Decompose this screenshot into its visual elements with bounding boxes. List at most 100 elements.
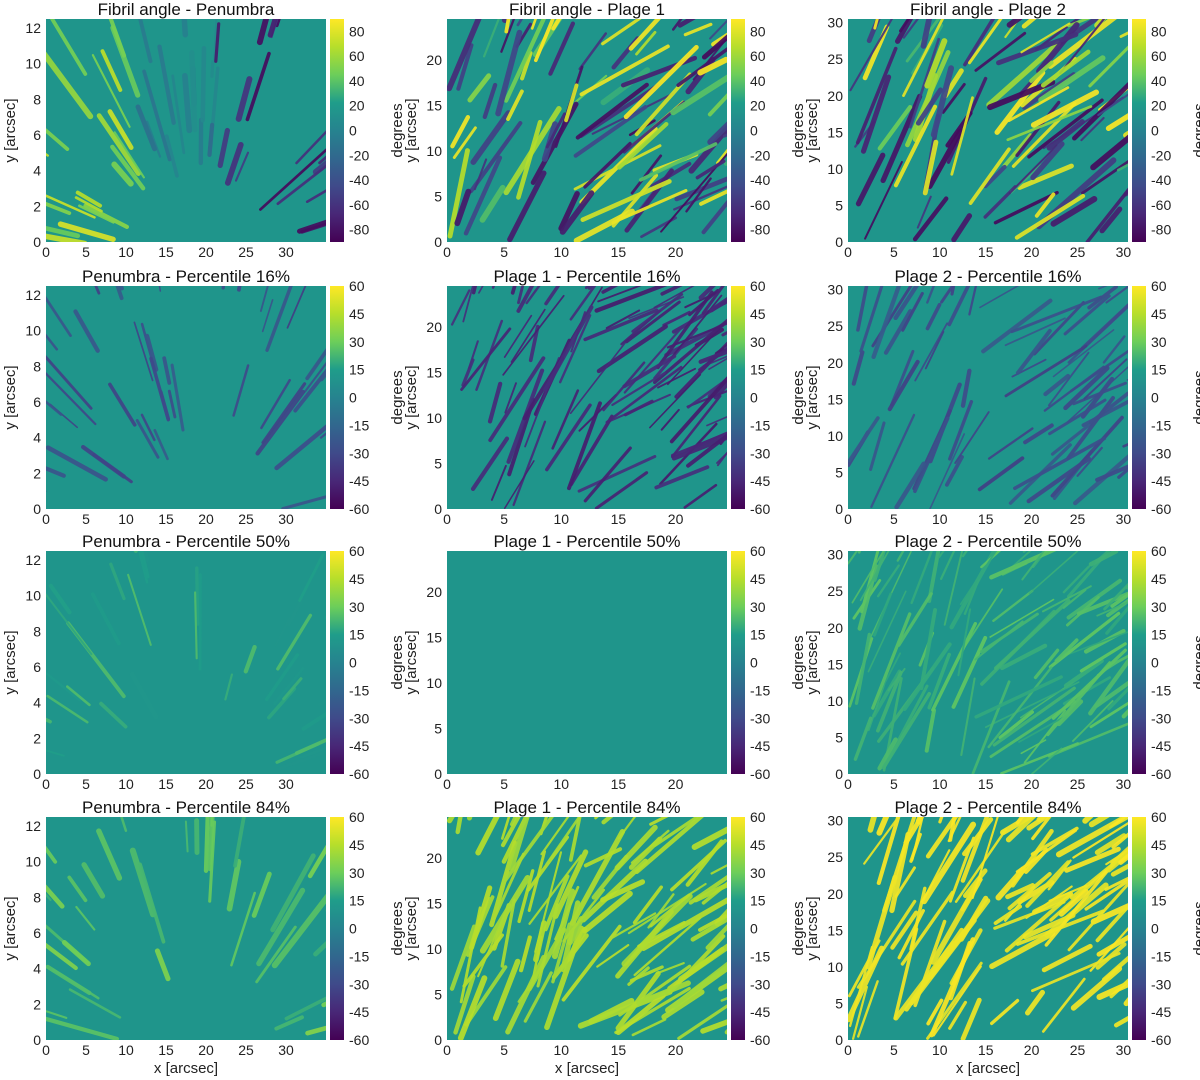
colorbar-tick-label: 20: [349, 98, 365, 114]
x-tick-label: 15: [611, 511, 627, 527]
y-tick-label: 10: [426, 941, 442, 957]
fibril-streak: [545, 112, 566, 149]
colorbar-tick-label: 40: [349, 73, 365, 89]
fibril-streak: [577, 455, 657, 493]
fibril-streak: [51, 968, 100, 1000]
x-axis-label: x [arcsec]: [956, 1060, 1020, 1077]
fibril-streak: [561, 924, 622, 1002]
fibril-streak: [1027, 98, 1104, 159]
fibril-streak: [631, 292, 684, 333]
fibril-streak: [274, 616, 291, 647]
fibril-streak: [909, 37, 941, 129]
fibril-streak: [867, 590, 907, 673]
x-tick-label: 30: [278, 776, 294, 792]
fibril-streak: [1059, 19, 1106, 75]
y-tick-label: 12: [25, 552, 41, 568]
heatmap-texture: [450, 286, 727, 509]
fibril-streak: [453, 974, 476, 1035]
x-tick-label: 25: [238, 511, 254, 527]
fibril-streak: [698, 346, 727, 372]
fibril-streak: [945, 455, 964, 487]
fibril-streak: [873, 551, 886, 582]
fibril-streak: [627, 882, 707, 935]
fibril-streak: [129, 847, 156, 918]
fibril-streak: [224, 673, 233, 701]
fibril-streak: [1067, 631, 1128, 656]
heatmap-texture: [46, 259, 408, 509]
fibril-streak: [305, 348, 326, 381]
heatmap-field: [46, 817, 326, 1040]
fibril-streak: [164, 134, 179, 178]
fibril-streak: [1047, 351, 1090, 407]
colorbar-tick-label: 0: [750, 921, 758, 937]
y-axis-label: y [arcsec]: [804, 365, 821, 429]
x-axis-label: x [arcsec]: [154, 1060, 218, 1077]
fibril-streak: [194, 591, 198, 660]
x-tick-label: 5: [500, 244, 508, 260]
fibril-streak: [947, 286, 971, 327]
x-tick-label: 0: [42, 244, 50, 260]
fibril-streak: [305, 1025, 326, 1036]
panel-title: Fibril angle - Plage 2: [910, 0, 1066, 19]
fibril-streak: [502, 294, 565, 376]
fibril-streak: [573, 105, 648, 158]
fibril-streak: [1010, 828, 1054, 888]
fibril-streak: [226, 858, 242, 912]
fibril-streak: [1072, 700, 1114, 742]
fibril-streak: [144, 333, 159, 372]
x-tick-label: 5: [500, 776, 508, 792]
fibril-streak: [503, 460, 535, 509]
fibril-streak: [516, 286, 535, 313]
fibril-streak: [0, 726, 33, 749]
y-tick-label: 0: [434, 501, 442, 517]
y-tick-label: 2: [33, 996, 41, 1012]
fibril-streak: [1048, 398, 1107, 436]
fibril-streak: [983, 164, 1007, 189]
fibril-streak: [883, 309, 913, 355]
colorbar-tick-label: 30: [750, 599, 766, 615]
y-tick-label: 10: [426, 410, 442, 426]
fibril-streak: [256, 19, 270, 46]
x-tick-label: 30: [278, 1042, 294, 1058]
colorbar: [731, 286, 745, 509]
fibril-streak: [1007, 86, 1070, 123]
fibril-streak: [686, 433, 727, 468]
colorbar-tick-label: -60: [750, 766, 770, 782]
y-tick-label: 30: [827, 547, 843, 563]
colorbar-tick-label: -45: [750, 738, 770, 754]
heatmap-texture: [848, 551, 1128, 774]
fibril-streak: [313, 941, 326, 957]
fibril-streak: [46, 128, 70, 152]
x-tick-label: 15: [611, 776, 627, 792]
fibril-streak: [548, 21, 576, 76]
fibril-streak: [939, 551, 956, 581]
heatmap-texture: [849, 19, 1128, 242]
colorbar-tick-label: 40: [750, 73, 766, 89]
fibril-streak: [462, 286, 474, 323]
y-axis-label: y [arcsec]: [403, 630, 420, 694]
colorbar-tick-label: -20: [1151, 147, 1171, 163]
fibril-streak: [647, 893, 675, 929]
colorbar-tick-label: -30: [750, 976, 770, 992]
fibril-streak: [706, 415, 727, 427]
fibril-streak: [366, 259, 408, 315]
colorbar-tick-label: -15: [750, 948, 770, 964]
colorbar-tick-label: -80: [349, 222, 369, 238]
fibril-streak: [635, 30, 657, 56]
x-tick-label: 15: [978, 1042, 994, 1058]
fibril-streak: [108, 19, 127, 58]
x-tick-label: 15: [978, 511, 994, 527]
fibril-streak: [83, 203, 130, 229]
y-axis-label: y [arcsec]: [804, 98, 821, 162]
colorbar-tick-label: -60: [349, 501, 369, 517]
fibril-streak: [569, 341, 627, 415]
fibril-streak: [251, 871, 272, 918]
x-tick-label: 0: [844, 244, 852, 260]
colorbar-tick-label: 60: [349, 48, 365, 64]
fibril-streak: [1107, 687, 1128, 711]
fibril-streak: [138, 19, 153, 64]
y-tick-label: 0: [835, 234, 843, 250]
fibril-streak: [66, 685, 91, 707]
fibril-streak: [109, 562, 126, 601]
y-tick-label: 0: [33, 501, 41, 517]
